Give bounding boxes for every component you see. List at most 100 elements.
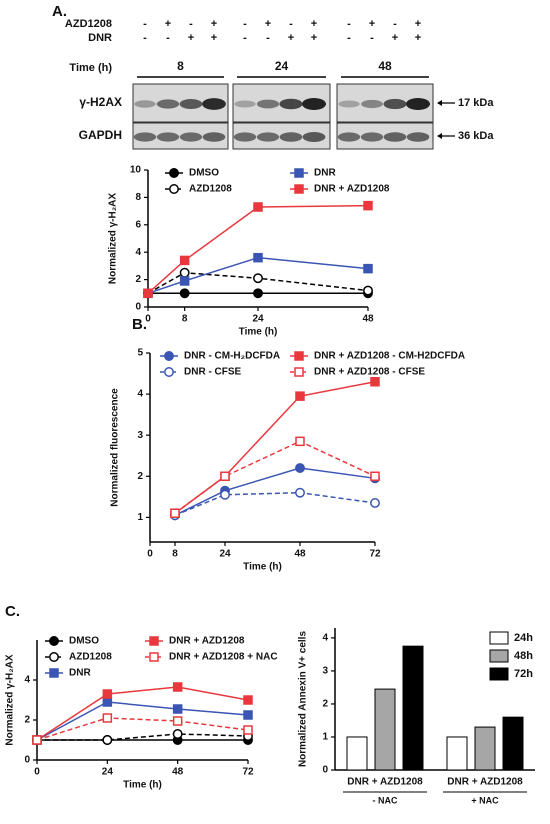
marker (243, 695, 253, 705)
band (133, 132, 157, 142)
sign: + (211, 18, 217, 30)
sign: + (311, 18, 317, 30)
sign: - (370, 32, 374, 44)
y-axis-label: Normalized γ-H₂AX (5, 654, 16, 745)
legend-label: DNR - CFSE (184, 367, 242, 378)
band (234, 100, 256, 108)
marker (179, 255, 190, 266)
legend-label: 24h (514, 632, 533, 644)
y-axis-label: Normalized Annexin V+ cells (298, 631, 309, 768)
sign: + (369, 18, 375, 30)
bar (446, 736, 468, 771)
sign: + (392, 32, 398, 44)
x-tick-label: 0 (145, 314, 151, 325)
y-tick-label: 4 (24, 675, 30, 686)
legend-marker (149, 636, 159, 646)
bar (374, 688, 396, 771)
marker (172, 682, 183, 692)
series-line (36, 701, 249, 741)
y-tick-label: 4 (137, 389, 143, 400)
x-tick-label: 0 (147, 549, 153, 560)
band (302, 98, 326, 110)
legend-label: DMSO (69, 636, 99, 647)
x-axis-label: Time (h) (123, 780, 162, 791)
sign: + (165, 18, 171, 30)
y-tick-label: 0 (135, 302, 141, 313)
series-line (147, 271, 369, 294)
sign: - (347, 18, 351, 30)
x-tick-label: 8 (172, 549, 178, 560)
legend-marker (164, 367, 174, 377)
x-axis-label: Time (h) (239, 327, 278, 338)
sign: - (266, 32, 270, 44)
legend-label: AZD1208 (69, 652, 112, 663)
series-line (147, 204, 369, 294)
sign: - (347, 32, 351, 44)
band (406, 98, 430, 110)
y-axis-label: Normalized γ-H₂AX (108, 193, 119, 284)
group-label: + NAC (471, 795, 499, 805)
x-tick-label: 72 (369, 549, 381, 560)
legend-label: DNR + AZD1208 + NAC (169, 652, 278, 663)
time-label: 24 (275, 59, 289, 73)
band-label: γ-H2AX (79, 95, 122, 109)
legend-label: DMSO (189, 168, 219, 179)
y-tick-label: 1 (137, 512, 143, 523)
legend-marker (164, 351, 174, 361)
sign: - (289, 18, 293, 30)
marker (295, 436, 305, 447)
band (156, 99, 180, 109)
y-tick-label: 2 (135, 274, 141, 285)
x-tick-label: 24 (252, 314, 264, 325)
legend-marker (294, 367, 304, 377)
arrow-head (437, 133, 442, 139)
legend-marker (294, 184, 304, 194)
band (233, 132, 257, 142)
x-tick-label: 48 (294, 549, 306, 560)
marker (253, 273, 263, 284)
legend-marker (169, 168, 179, 178)
band (337, 132, 361, 142)
y-tick-label: 0 (322, 765, 328, 776)
band (383, 132, 407, 142)
band (383, 98, 407, 110)
band (256, 99, 280, 109)
y-tick-label: 3 (137, 430, 143, 441)
sign: - (243, 32, 247, 44)
sign: - (143, 32, 147, 44)
legend-swatch (489, 631, 509, 645)
marker (253, 252, 263, 263)
y-tick-label: 2 (322, 699, 328, 710)
sign: + (188, 32, 194, 44)
band (406, 132, 430, 142)
marker (102, 697, 113, 707)
sign: + (265, 18, 271, 30)
legend-marker (49, 652, 59, 662)
y-tick-label: 6 (135, 219, 141, 230)
marker (172, 716, 183, 726)
sign: + (311, 32, 317, 44)
row-label: DNR (88, 32, 112, 44)
series-line (174, 440, 376, 514)
marker (253, 288, 263, 299)
bar (474, 726, 496, 771)
x-tick-label: 0 (34, 767, 40, 778)
band (202, 98, 226, 110)
category-label: DNR + AZD1208 (347, 777, 423, 788)
marker (243, 725, 253, 735)
marker (170, 508, 180, 518)
band-label: GAPDH (79, 128, 122, 142)
x-tick-label: 24 (102, 767, 114, 778)
group-label: - NAC (373, 795, 398, 805)
marker (220, 489, 230, 500)
band (256, 132, 280, 142)
legend-swatch (489, 649, 509, 663)
legend-marker (294, 168, 304, 178)
category-label: DNR + AZD1208 (447, 777, 523, 788)
band (179, 132, 203, 142)
sign: - (189, 18, 193, 30)
marker (370, 377, 380, 387)
panel-label: A. (52, 3, 67, 20)
sign: + (415, 32, 421, 44)
